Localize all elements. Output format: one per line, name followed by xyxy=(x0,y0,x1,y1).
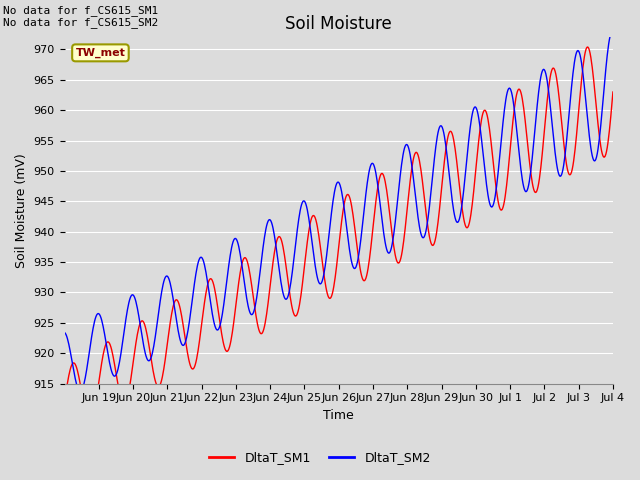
Y-axis label: Soil Moisture (mV): Soil Moisture (mV) xyxy=(15,153,28,268)
Line: DltaT_SM2: DltaT_SM2 xyxy=(65,32,613,392)
Line: DltaT_SM1: DltaT_SM1 xyxy=(65,47,613,422)
DltaT_SM1 xyxy=(86,419,93,425)
DltaT_SM2 xyxy=(182,337,190,343)
DltaT_SM1 xyxy=(61,399,68,405)
DltaT_SM2 xyxy=(609,29,616,35)
DltaT_SM1 xyxy=(69,360,77,366)
Text: No data for f_CS615_SM1
No data for f_CS615_SM2: No data for f_CS615_SM1 No data for f_CS… xyxy=(3,5,159,28)
Legend: DltaT_SM1, DltaT_SM2: DltaT_SM1, DltaT_SM2 xyxy=(204,446,436,469)
DltaT_SM1 xyxy=(136,320,144,326)
Title: Soil Moisture: Soil Moisture xyxy=(285,15,392,33)
DltaT_SM2 xyxy=(609,29,617,35)
DltaT_SM1 xyxy=(182,340,190,346)
X-axis label: Time: Time xyxy=(323,409,354,422)
DltaT_SM1 xyxy=(609,89,617,95)
DltaT_SM2 xyxy=(524,185,532,191)
Text: TW_met: TW_met xyxy=(76,48,125,58)
DltaT_SM1 xyxy=(524,144,532,150)
DltaT_SM2 xyxy=(76,389,84,395)
DltaT_SM2 xyxy=(456,216,463,222)
DltaT_SM2 xyxy=(61,330,68,336)
DltaT_SM1 xyxy=(456,183,463,189)
DltaT_SM2 xyxy=(69,364,77,370)
DltaT_SM2 xyxy=(508,89,515,95)
DltaT_SM1 xyxy=(508,132,515,138)
DltaT_SM1 xyxy=(584,44,591,50)
DltaT_SM2 xyxy=(136,322,144,328)
